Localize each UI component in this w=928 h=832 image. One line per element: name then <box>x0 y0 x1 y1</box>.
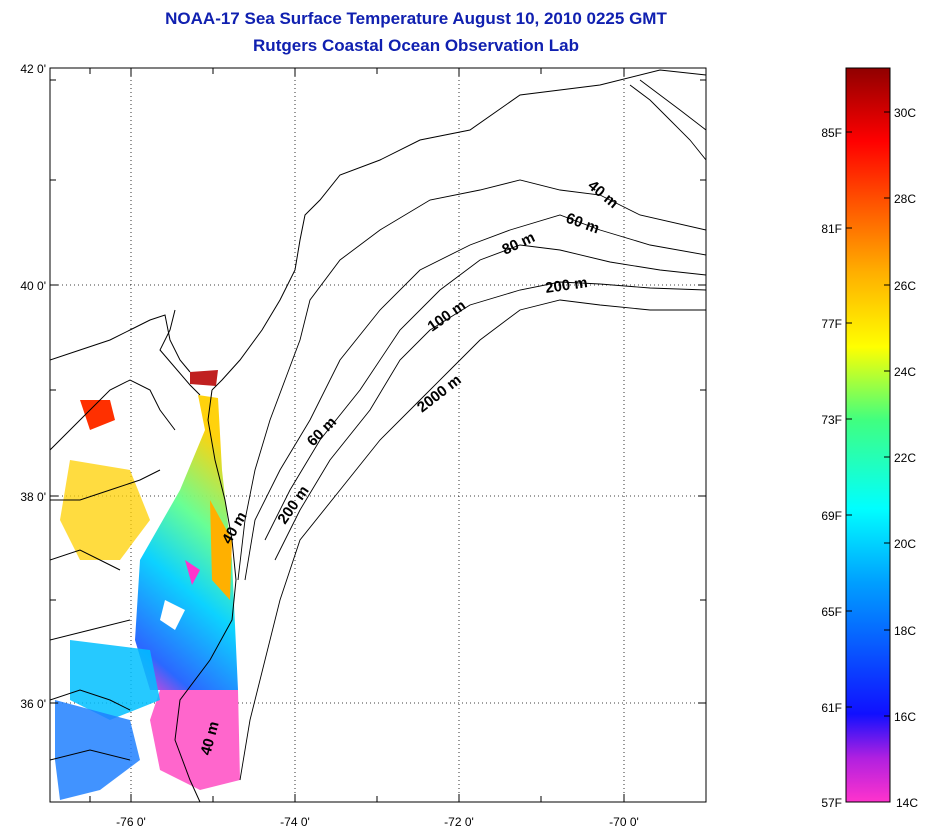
sst-swath <box>55 370 240 800</box>
f-label: 65F <box>821 605 842 619</box>
c-label: 16C <box>894 710 916 724</box>
c-label: 14C <box>896 796 918 810</box>
lat-tick-label: 36 0' <box>20 697 46 711</box>
c-label: 26C <box>894 279 916 293</box>
grid-lines <box>50 68 706 802</box>
f-label: 85F <box>821 126 842 140</box>
lon-tick-label: -72 0' <box>444 815 474 829</box>
map-subtitle: Rutgers Coastal Ocean Observation Lab <box>253 36 579 55</box>
c-label: 18C <box>894 624 916 638</box>
f-label: 77F <box>821 317 842 331</box>
lat-tick-label: 42 0' <box>20 62 46 76</box>
f-label: 69F <box>821 509 842 523</box>
f-label: 81F <box>821 222 842 236</box>
f-label: 57F <box>821 796 842 810</box>
c-label: 30C <box>894 106 916 120</box>
colorbar-c-labels: 30C 28C 26C 24C 22C 20C 18C 16C 14C <box>894 106 918 810</box>
f-label: 61F <box>821 701 842 715</box>
colorbar <box>845 67 891 803</box>
colorbar-f-labels: 85F 81F 77F 73F 69F 65F 61F 57F <box>821 126 842 810</box>
axis-ticks <box>50 68 706 802</box>
lat-tick-label: 40 0' <box>20 279 46 293</box>
lon-tick-label: -70 0' <box>609 815 639 829</box>
coastline <box>50 69 706 802</box>
c-label: 24C <box>894 365 916 379</box>
colorbar-ticks <box>846 111 890 717</box>
lat-tick-label: 38 0' <box>20 490 46 504</box>
lon-tick-label: -74 0' <box>280 815 310 829</box>
c-label: 20C <box>894 537 916 551</box>
f-label: 73F <box>821 413 842 427</box>
lon-tick-labels: -76 0' -74 0' -72 0' -70 0' <box>116 815 639 829</box>
map-title: NOAA-17 Sea Surface Temperature August 1… <box>165 9 667 28</box>
contour-label: 200 m <box>544 274 588 297</box>
lon-tick-label: -76 0' <box>116 815 146 829</box>
lat-tick-labels: 42 0' 40 0' 38 0' 36 0' <box>20 62 46 711</box>
c-label: 28C <box>894 192 916 206</box>
bathymetry-contours <box>237 79 706 781</box>
c-label: 22C <box>894 451 916 465</box>
